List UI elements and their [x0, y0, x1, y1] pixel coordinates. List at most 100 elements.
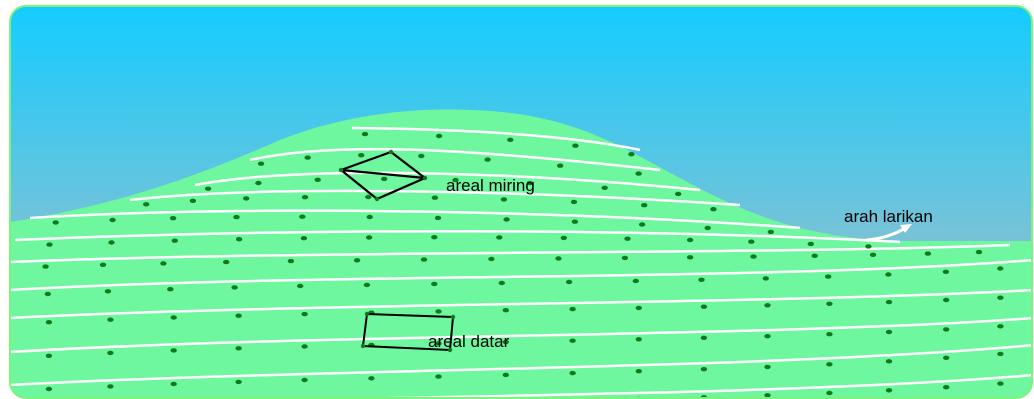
plant-dot — [304, 155, 311, 160]
plant-dot — [365, 194, 372, 200]
plant-dot — [361, 131, 369, 137]
plant-dot — [502, 372, 509, 378]
plant-dot — [686, 237, 694, 243]
plant-dot — [502, 308, 509, 313]
plant-dot — [560, 235, 567, 241]
slope-area-label: areal miring — [446, 176, 535, 195]
plant-dot — [107, 317, 114, 322]
plant-dot — [368, 376, 375, 381]
plant-dot — [235, 237, 243, 242]
planting-row-lines — [10, 126, 1032, 398]
plant-dot — [762, 276, 769, 281]
row-direction-label: arah larikan — [844, 207, 933, 226]
plant-dot — [767, 229, 774, 235]
plant-dot — [496, 235, 503, 240]
row-line — [29, 209, 801, 230]
plant-dot — [287, 258, 295, 264]
plant-dot — [675, 191, 682, 197]
row-line — [10, 288, 1032, 320]
row-line — [10, 316, 1032, 354]
plant-dot — [366, 214, 373, 220]
plant-dot — [750, 254, 757, 259]
plant-dot — [255, 180, 262, 186]
plant-dot — [160, 261, 167, 266]
plant-dot — [811, 253, 818, 258]
plant-dot — [997, 381, 1004, 386]
row-line — [10, 243, 1011, 264]
plant-dot — [170, 315, 177, 320]
plant-dot — [997, 266, 1004, 271]
plant-dot — [365, 235, 373, 240]
plant-dot — [807, 241, 814, 247]
plant-dot — [885, 388, 893, 393]
plant-dot — [621, 255, 629, 261]
plant-dot — [435, 374, 442, 379]
plant-dot — [257, 161, 265, 166]
plant-dot — [924, 251, 932, 256]
plant-dot — [865, 244, 872, 249]
plant-dot — [42, 264, 49, 269]
plant-dot — [223, 259, 230, 265]
plant-dot — [301, 377, 308, 383]
plant-dot — [235, 379, 242, 385]
plant-dot — [826, 301, 833, 306]
plant-dot — [748, 239, 755, 244]
plant-dot — [420, 257, 428, 262]
plant-dot — [107, 384, 114, 389]
plant-dot — [171, 238, 178, 243]
plant-dot — [235, 346, 242, 351]
plant-dot — [638, 222, 646, 227]
plant-dot — [301, 344, 308, 349]
plant-dot — [555, 256, 562, 261]
plant-dot — [204, 186, 212, 191]
row-line — [10, 258, 1032, 292]
plant-dot — [353, 258, 361, 263]
plant-dot — [109, 217, 116, 223]
plant-dot — [635, 171, 642, 176]
plant-dot — [104, 289, 112, 294]
plant-dot — [601, 185, 608, 190]
plant-dot — [943, 355, 950, 360]
arrow-head-icon — [900, 224, 912, 233]
plant-dot — [170, 381, 177, 387]
plant-dot — [45, 386, 53, 392]
plant-dot — [869, 252, 877, 257]
plant-dot — [571, 219, 579, 224]
hill-ground — [10, 109, 1032, 398]
plant-dot — [569, 370, 576, 376]
plant-dot — [628, 152, 635, 157]
plant-dot — [710, 207, 717, 212]
slope-area-diamond — [338, 149, 428, 202]
row-line — [10, 343, 1032, 387]
plant-dot — [189, 198, 197, 203]
plant-dot — [826, 332, 833, 337]
plant-dot — [45, 320, 53, 325]
plant-dot — [975, 249, 983, 255]
plant-dot — [435, 309, 442, 314]
plant-dot — [452, 177, 459, 183]
plant-dot — [641, 203, 648, 208]
row-direction-arrow — [865, 227, 905, 242]
row-line — [10, 373, 1032, 398]
plant-dot — [943, 327, 950, 332]
plant-dot — [498, 280, 505, 286]
plant-dot — [764, 303, 771, 308]
row-line — [249, 147, 661, 172]
plant-dot — [300, 236, 308, 241]
plant-dot — [235, 313, 242, 318]
plant-dot — [170, 348, 177, 353]
plant-dot — [231, 285, 238, 290]
plant-dot — [826, 362, 833, 367]
plant-dot — [431, 195, 439, 200]
plant-dot — [301, 195, 309, 200]
frame-border — [9, 5, 1033, 399]
plant-dot — [484, 157, 491, 162]
plant-dot — [52, 220, 59, 225]
plant-dot — [243, 196, 250, 201]
plant-dot — [297, 283, 304, 289]
plant-dot — [635, 337, 642, 342]
plant-dot — [99, 262, 107, 267]
plant-dot — [431, 281, 438, 287]
plant-dot — [507, 137, 514, 142]
plant-dot — [503, 217, 510, 222]
